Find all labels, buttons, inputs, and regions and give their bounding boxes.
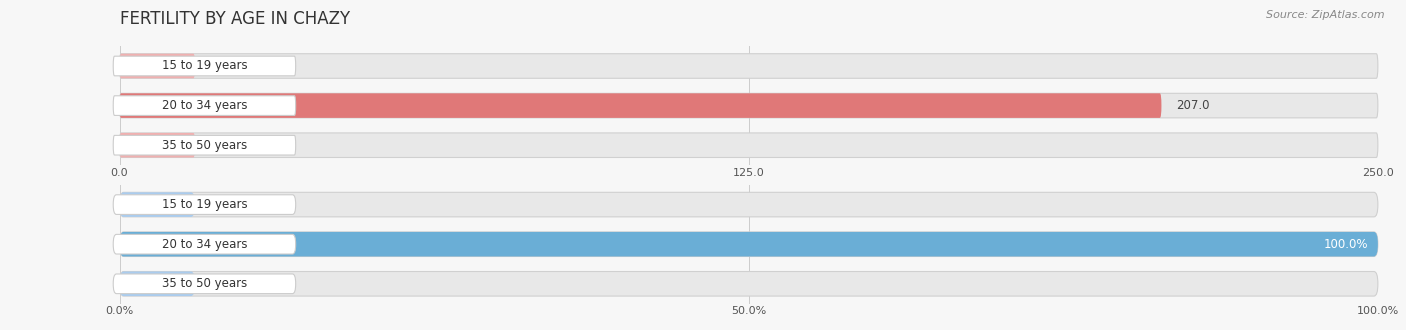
Text: 15 to 19 years: 15 to 19 years <box>162 59 247 73</box>
FancyBboxPatch shape <box>120 232 1378 256</box>
Text: 35 to 50 years: 35 to 50 years <box>162 139 247 152</box>
FancyBboxPatch shape <box>114 234 295 254</box>
FancyBboxPatch shape <box>114 195 295 214</box>
Text: Source: ZipAtlas.com: Source: ZipAtlas.com <box>1267 10 1385 20</box>
FancyBboxPatch shape <box>114 135 295 155</box>
FancyBboxPatch shape <box>120 272 195 296</box>
FancyBboxPatch shape <box>120 192 1378 217</box>
Text: 0.0%: 0.0% <box>209 198 240 211</box>
FancyBboxPatch shape <box>120 232 1378 256</box>
FancyBboxPatch shape <box>120 93 1378 118</box>
FancyBboxPatch shape <box>120 192 195 217</box>
FancyBboxPatch shape <box>120 133 195 157</box>
Text: 0.0: 0.0 <box>209 59 229 73</box>
FancyBboxPatch shape <box>120 54 195 78</box>
Text: 0.0: 0.0 <box>209 139 229 152</box>
Text: 207.0: 207.0 <box>1177 99 1211 112</box>
Text: 0.0%: 0.0% <box>209 277 240 290</box>
Text: 20 to 34 years: 20 to 34 years <box>162 238 247 251</box>
Text: 35 to 50 years: 35 to 50 years <box>162 277 247 290</box>
FancyBboxPatch shape <box>114 96 295 115</box>
FancyBboxPatch shape <box>114 274 295 294</box>
FancyBboxPatch shape <box>120 54 1378 78</box>
Text: 20 to 34 years: 20 to 34 years <box>162 99 247 112</box>
FancyBboxPatch shape <box>114 56 295 76</box>
Text: 15 to 19 years: 15 to 19 years <box>162 198 247 211</box>
FancyBboxPatch shape <box>120 93 1161 118</box>
Text: FERTILITY BY AGE IN CHAZY: FERTILITY BY AGE IN CHAZY <box>120 10 350 28</box>
FancyBboxPatch shape <box>120 272 1378 296</box>
FancyBboxPatch shape <box>120 133 1378 157</box>
Text: 100.0%: 100.0% <box>1323 238 1368 251</box>
